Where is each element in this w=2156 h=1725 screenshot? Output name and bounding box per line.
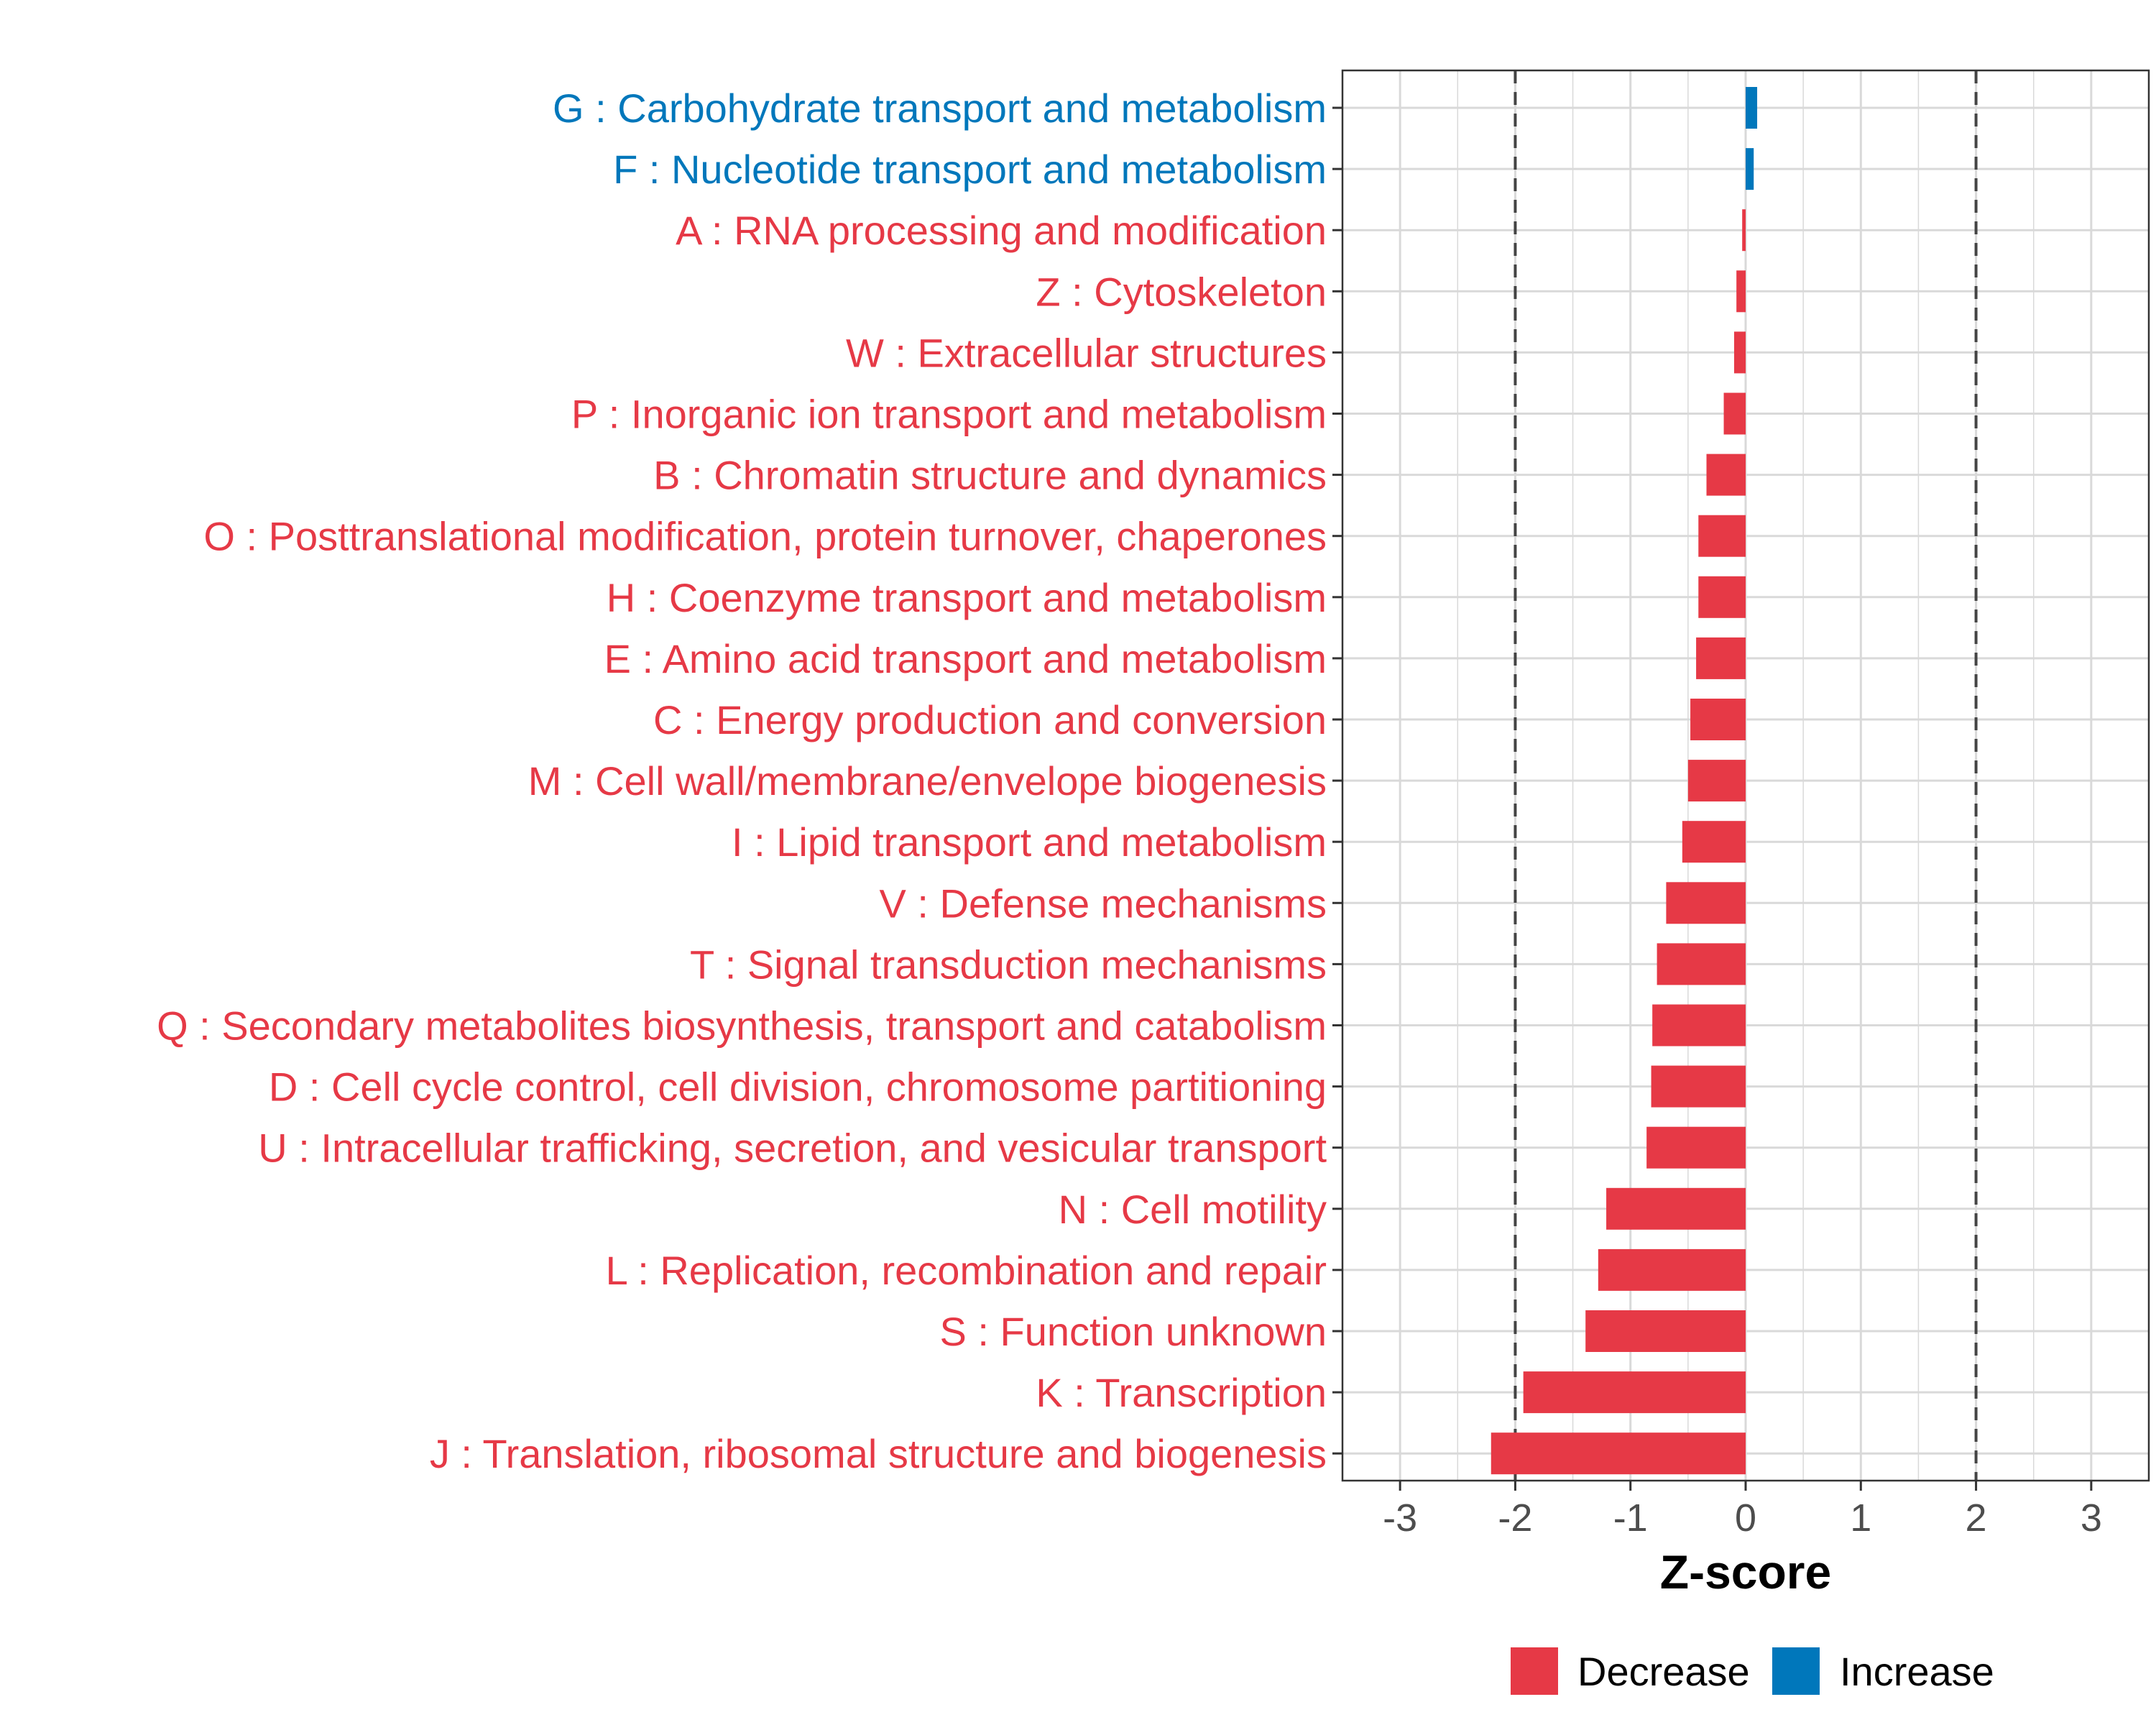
x-tick-label: 1 (1850, 1496, 1871, 1540)
category-label: O : Posttranslational modification, prot… (203, 514, 1327, 559)
category-label: B : Chromatin structure and dynamics (653, 453, 1327, 498)
legend-label-increase: Increase (1840, 1649, 1994, 1694)
reference-lines (1514, 70, 1978, 1481)
category-label: L : Replication, recombination and repai… (606, 1248, 1327, 1293)
category-label: K : Transcription (1036, 1370, 1327, 1415)
bar (1682, 821, 1746, 863)
bar (1646, 1126, 1746, 1169)
x-tick-label: -2 (1498, 1496, 1532, 1540)
bar (1652, 1004, 1746, 1046)
bar (1742, 209, 1746, 252)
category-label: J : Translation, ribosomal structure and… (430, 1431, 1327, 1476)
bar (1598, 1248, 1746, 1291)
bar (1706, 454, 1746, 496)
bar (1746, 148, 1754, 190)
legend: Decrease Increase (1511, 1647, 1994, 1695)
x-tick-label: 3 (2081, 1496, 2102, 1540)
category-label: W : Extracellular structures (846, 330, 1327, 375)
bar (1657, 943, 1746, 985)
bar (1723, 392, 1746, 435)
bar (1746, 87, 1758, 129)
category-label: H : Coenzyme transport and metabolism (607, 575, 1327, 620)
x-tick-label: -1 (1613, 1496, 1648, 1540)
category-label: Q : Secondary metabolites biosynthesis, … (157, 1003, 1327, 1049)
category-label: F : Nucleotide transport and metabolism (613, 147, 1327, 192)
bar (1651, 1065, 1746, 1108)
legend-swatch-decrease (1511, 1647, 1558, 1695)
x-tick-label: 0 (1735, 1496, 1756, 1540)
bar (1690, 699, 1746, 740)
bar (1698, 515, 1746, 557)
category-label: I : Lipid transport and metabolism (732, 819, 1327, 865)
category-label: P : Inorganic ion transport and metaboli… (571, 392, 1327, 437)
x-axis-title: Z-score (1660, 1545, 1831, 1598)
bar (1523, 1371, 1746, 1414)
bar (1585, 1310, 1746, 1352)
category-label: M : Cell wall/membrane/envelope biogenes… (528, 758, 1327, 804)
x-tick-label: -3 (1383, 1496, 1417, 1540)
bar (1491, 1432, 1746, 1475)
bar (1698, 576, 1746, 618)
bar (1606, 1187, 1746, 1230)
category-label: N : Cell motility (1059, 1187, 1327, 1232)
legend-swatch-increase (1772, 1647, 1820, 1695)
x-ticks: -3 -2 -1 0 1 2 3 (1383, 1481, 2102, 1540)
category-label: E : Amino acid transport and metabolism (604, 636, 1327, 681)
category-labels: G : Carbohydrate transport and metabolis… (157, 86, 1327, 1476)
legend-label-decrease: Decrease (1577, 1649, 1750, 1694)
x-tick-label: 2 (1966, 1496, 1987, 1540)
category-label: D : Cell cycle control, cell division, c… (269, 1064, 1327, 1110)
category-label: U : Intracellular trafficking, secretion… (258, 1126, 1327, 1171)
bar (1696, 637, 1746, 679)
y-ticks (1332, 106, 1342, 1455)
category-label: A : RNA processing and modification (676, 208, 1327, 253)
bar (1687, 760, 1746, 802)
bar (1666, 882, 1746, 924)
category-label: S : Function unknown (939, 1309, 1327, 1354)
category-label: G : Carbohydrate transport and metabolis… (553, 86, 1327, 131)
category-label: Z : Cytoskeleton (1036, 269, 1327, 314)
bar (1736, 270, 1746, 313)
bars (1491, 87, 1758, 1475)
bar (1733, 331, 1746, 374)
category-label: T : Signal transduction mechanisms (690, 942, 1327, 987)
category-label: C : Energy production and conversion (653, 697, 1327, 742)
category-label: V : Defense mechanisms (880, 880, 1327, 926)
